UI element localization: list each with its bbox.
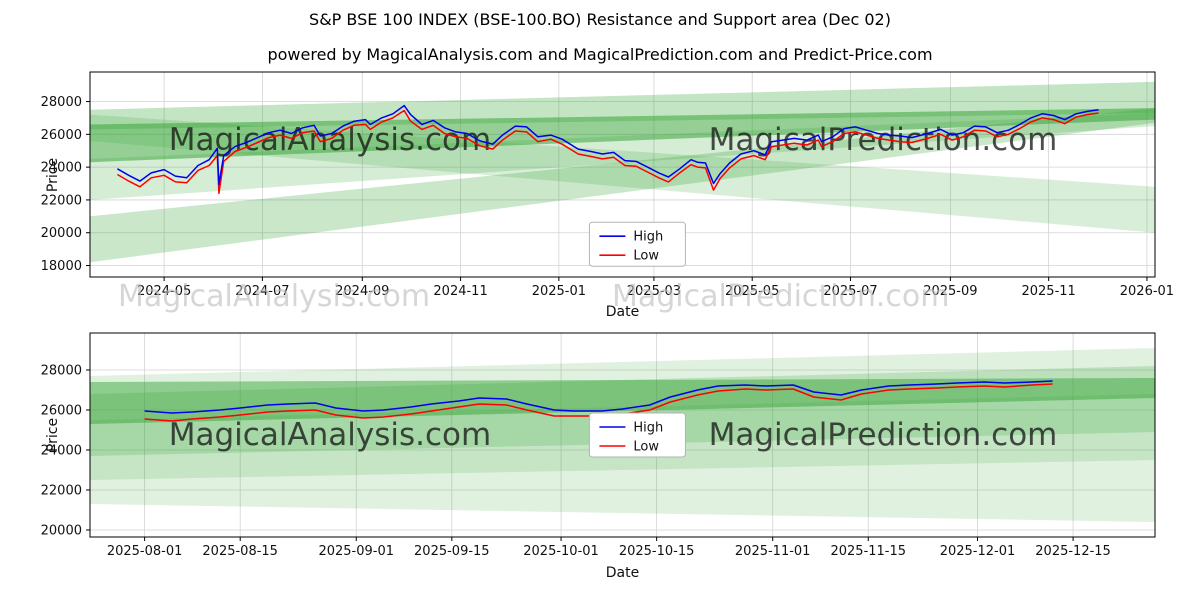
y-tick-label: 26000	[41, 128, 82, 143]
legend-low-label: Low	[633, 440, 659, 455]
x-tick-label: 2025-12-15	[1035, 544, 1111, 559]
plot-border	[89, 71, 1156, 278]
x-tick-label: 2025-05	[725, 284, 779, 299]
x-tick-label: 2025-11	[1021, 284, 1075, 299]
chart-subtitle: powered by MagicalAnalysis.com and Magic…	[267, 45, 933, 64]
y-tick-label: 28000	[41, 364, 82, 379]
legend-high-label: High	[633, 230, 663, 245]
price-chart-overview: MagicalAnalysis.com MagicalPrediction.com…	[41, 71, 1174, 320]
x-tick-label: 2024-05	[137, 284, 191, 299]
watermark-text: MagicalAnalysis.com	[169, 417, 491, 453]
chart-title: S&P BSE 100 INDEX (BSE-100.BO) Resistanc…	[309, 10, 891, 29]
y-axis-label: Price	[45, 418, 61, 452]
x-tick-label: 2025-08-01	[107, 544, 183, 559]
y-axis-label: Price	[45, 158, 61, 192]
watermark-text: MagicalPrediction.com	[709, 417, 1058, 453]
x-tick-label: 2025-01	[532, 284, 586, 299]
support-resistance-band	[90, 81, 1155, 130]
y-tick-label: 22000	[41, 193, 82, 208]
price-chart-recent: MagicalAnalysis.com MagicalPrediction.com…	[41, 332, 1156, 581]
x-tick-label: 2025-08-15	[202, 544, 278, 559]
y-tick-label: 20000	[41, 226, 82, 241]
y-tick-label: 26000	[41, 404, 82, 419]
x-tick-label: 2025-09-15	[414, 544, 490, 559]
x-tick-label: 2025-11-01	[735, 544, 811, 559]
high-line	[117, 104, 1099, 186]
x-tick-label: 2025-09	[923, 284, 977, 299]
y-tick-label: 18000	[41, 259, 82, 274]
support-resistance-band	[90, 366, 1155, 456]
legend: High Low	[588, 221, 686, 267]
legend-high-label: High	[633, 421, 663, 436]
x-tick-label: 2024-09	[335, 284, 389, 299]
legend: High Low	[588, 412, 686, 458]
y-tick-label: 24000	[41, 161, 82, 176]
x-tick-label: 2025-10-15	[619, 544, 695, 559]
y-tick-label: 22000	[41, 484, 82, 499]
x-tick-label: 2024-11	[433, 284, 487, 299]
x-tick-label: 2025-12-01	[940, 544, 1016, 559]
x-tick-label: 2025-07	[823, 284, 877, 299]
low-line	[117, 109, 1099, 195]
y-tick-label: 24000	[41, 444, 82, 459]
x-tick-label: 2025-10-01	[523, 544, 599, 559]
x-axis-label: Date	[606, 304, 639, 320]
y-tick-label: 20000	[41, 524, 82, 539]
legend-low-label: Low	[633, 249, 659, 264]
plot-border	[89, 332, 1156, 538]
x-tick-label: 2025-11-15	[830, 544, 906, 559]
x-tick-label: 2025-03	[627, 284, 681, 299]
x-tick-label: 2026-01	[1120, 284, 1174, 299]
x-tick-label: 2024-07	[235, 284, 289, 299]
x-tick-label: 2025-09-01	[318, 544, 394, 559]
high-line	[144, 380, 1053, 414]
y-tick-label: 28000	[41, 95, 82, 110]
support-resistance-band	[90, 108, 1155, 263]
x-axis-label: Date	[606, 565, 639, 581]
